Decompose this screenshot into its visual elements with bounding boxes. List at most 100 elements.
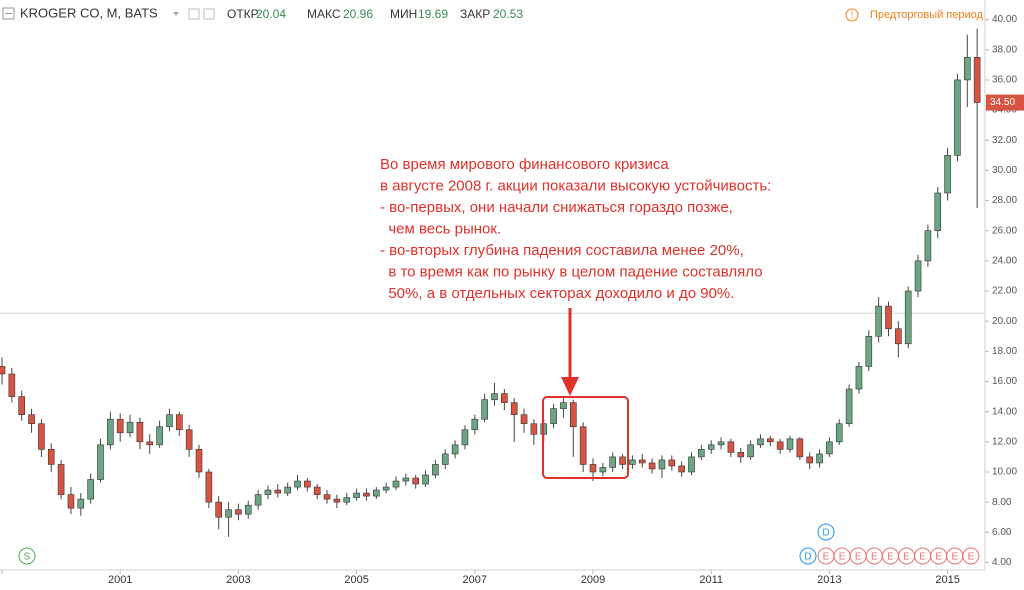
candle-body [579,426,587,465]
candle-body [934,192,942,232]
candle-body [599,467,607,473]
candle-body [855,366,863,390]
ohlc-label: ЗАКР [460,7,490,21]
event-marker[interactable] [962,547,980,565]
ohlc-label: МИН [390,7,417,21]
symbol-title: KROGER CO, M, BATS [20,5,158,20]
candle-body [333,498,341,503]
candle-body [609,456,617,468]
candle-body [215,501,222,518]
candle-body [284,486,291,494]
y-tick-label: 24.00 [992,256,1017,267]
annotation-line: в то время как по рынку в целом падение … [380,263,763,280]
candle-body [97,444,104,480]
event-marker[interactable] [18,547,36,565]
candle-body [304,480,311,488]
plot [0,28,985,537]
candle-body [461,429,469,446]
candle-body [451,444,459,455]
candle-body [471,418,479,431]
candle-body [402,477,410,482]
candle-body [885,305,892,330]
event-label: E [887,552,894,563]
candle-body [432,464,439,476]
candle-body [835,423,843,443]
x-tick-label: 2009 [581,574,605,586]
event-label: E [919,552,926,563]
candle-body [520,414,528,425]
candle-body [412,477,420,485]
candle-body [688,456,695,473]
event-label: E [951,552,958,563]
settings-icon[interactable] [188,8,200,20]
candle-body [235,509,242,515]
candle-body [205,471,213,503]
candle-body [707,444,715,450]
ohlc-value: 20.53 [493,7,523,21]
candle-body [441,453,449,465]
x-tick-label: 2001 [108,574,132,586]
candle-body [176,414,183,431]
annotation-line: - во-вторых глубина падения составила ме… [380,242,744,259]
collapse-icon[interactable] [2,7,15,20]
dropdown-caret[interactable] [173,12,179,16]
candle-body [491,393,498,400]
candle-body [67,494,75,509]
x-tick-label: 2007 [463,574,487,586]
event-marker[interactable] [817,523,835,541]
candle-body [895,328,902,345]
event-marker[interactable] [799,547,817,565]
candle-body [668,459,676,467]
event-label: E [903,552,910,563]
candle-body [963,57,971,81]
ohlc-value: 19.69 [418,7,448,21]
y-tick-label: 12.00 [992,436,1017,447]
candle-body [875,305,882,337]
status-icon[interactable] [845,8,859,22]
candle-body [77,498,85,509]
candle-body [38,423,45,450]
candle-body [845,388,853,425]
x-tick-label: 2003 [226,574,250,586]
candle-body [737,452,745,458]
candle-body [107,418,114,446]
candle-body [195,449,203,473]
candle-body [57,464,65,495]
candle-body [126,421,134,434]
candle-body [638,459,646,464]
candle-body [914,260,922,292]
candle-body [629,459,636,465]
y-tick-label: 40.00 [992,14,1017,25]
hide-icon[interactable] [203,8,215,20]
y-tick-label: 32.00 [992,135,1017,146]
candle-body [658,459,666,470]
candle-body [313,486,321,495]
event-label: D [804,552,811,563]
annotation-line: - во-первых, они начали снижаться горазд… [380,199,733,216]
candle-body [501,393,508,403]
y-tick-label: 10.00 [992,467,1017,478]
candle-body [392,480,400,488]
candle-body [619,456,626,465]
x-tick-label: 2015 [935,574,959,586]
candle-body [323,494,331,500]
candle-body [353,492,360,498]
candle-body [816,453,823,464]
candle-body [185,429,193,450]
y-tick-label: 16.00 [992,376,1017,387]
candle-body [826,441,833,455]
candle-body [116,418,124,434]
candle-body [166,414,173,428]
candle-body [924,230,932,262]
candle-body [560,402,567,409]
event-label: S [24,552,31,563]
candle-body [510,402,518,415]
candle-body [717,441,725,446]
candle-body [244,504,252,515]
candle-body [747,444,754,458]
candle-body [569,402,577,428]
candle-body [481,399,488,420]
candle-body [0,366,6,375]
